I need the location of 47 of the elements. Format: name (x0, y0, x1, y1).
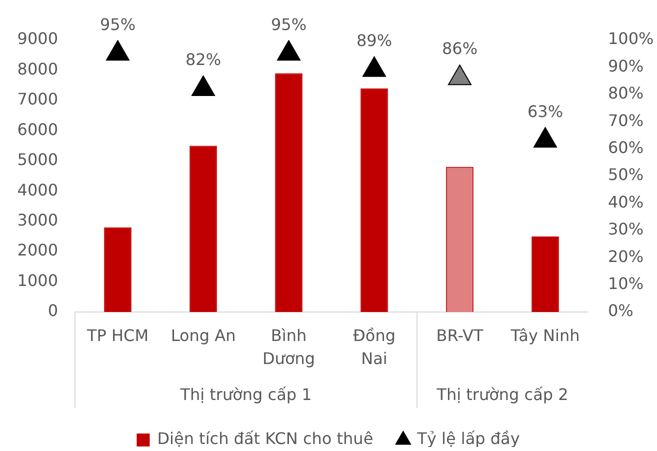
text: Thị trường cấp 1 (179, 385, 312, 404)
x-tick-label: Tây Ninh (510, 326, 580, 345)
y-tick-label: 6000 (17, 120, 58, 139)
y-tick-label: 9000 (17, 29, 58, 48)
point (276, 40, 301, 61)
point (362, 56, 386, 77)
y2-tick-label: 40% (608, 192, 644, 212)
y-tick-label: 0 (48, 301, 58, 320)
y-tick-label: 3000 (17, 210, 58, 230)
y-tick-label: 7000 (17, 90, 58, 109)
y2-tick-label: 30% (608, 220, 644, 239)
point (533, 127, 558, 148)
y2-tick-label: 70% (608, 110, 644, 130)
x-tick-label: TP HCM (86, 326, 149, 345)
x-tick-label: BR-VT (436, 326, 484, 345)
legend-label: Diện tích đất KCN cho thuê (157, 429, 374, 448)
y2-tick-label: 80% (608, 84, 644, 103)
x-tick-label: Bình Dương (262, 326, 316, 368)
point (191, 75, 216, 96)
bar (532, 236, 559, 312)
y2-tick-label: 10% (608, 274, 644, 293)
y-tick-label: 1000 (17, 270, 58, 290)
y-tick-label: 8000 (17, 59, 58, 78)
text: Thị trường cấp 2 (436, 385, 568, 404)
y-tick-label: 5000 (17, 150, 58, 170)
bar (275, 73, 302, 312)
y2-tick-label: 0% (608, 301, 634, 320)
bar (104, 227, 132, 312)
x-tick-label: Đồng Nai (353, 326, 396, 368)
bar (190, 146, 217, 312)
data-label: 89% (356, 31, 392, 50)
x-tick-label: Long An (170, 326, 236, 345)
data-label: 63% (527, 102, 564, 121)
y-tick-label: 2000 (17, 240, 58, 260)
data-label: 95% (270, 14, 307, 34)
y-tick-label: 4000 (17, 180, 58, 200)
data-label: 86% (442, 39, 478, 58)
point (106, 40, 130, 61)
data-label: 82% (185, 50, 222, 70)
bar (360, 88, 388, 312)
point (448, 64, 472, 86)
y2-tick-label: 50% (608, 165, 644, 184)
y2-tick-label: 20% (608, 246, 644, 266)
data-label: 95% (100, 14, 136, 34)
y2-tick-label: 60% (608, 138, 644, 157)
y2-tick-label: 90% (608, 56, 644, 76)
y2-tick-label: 100% (608, 29, 654, 48)
